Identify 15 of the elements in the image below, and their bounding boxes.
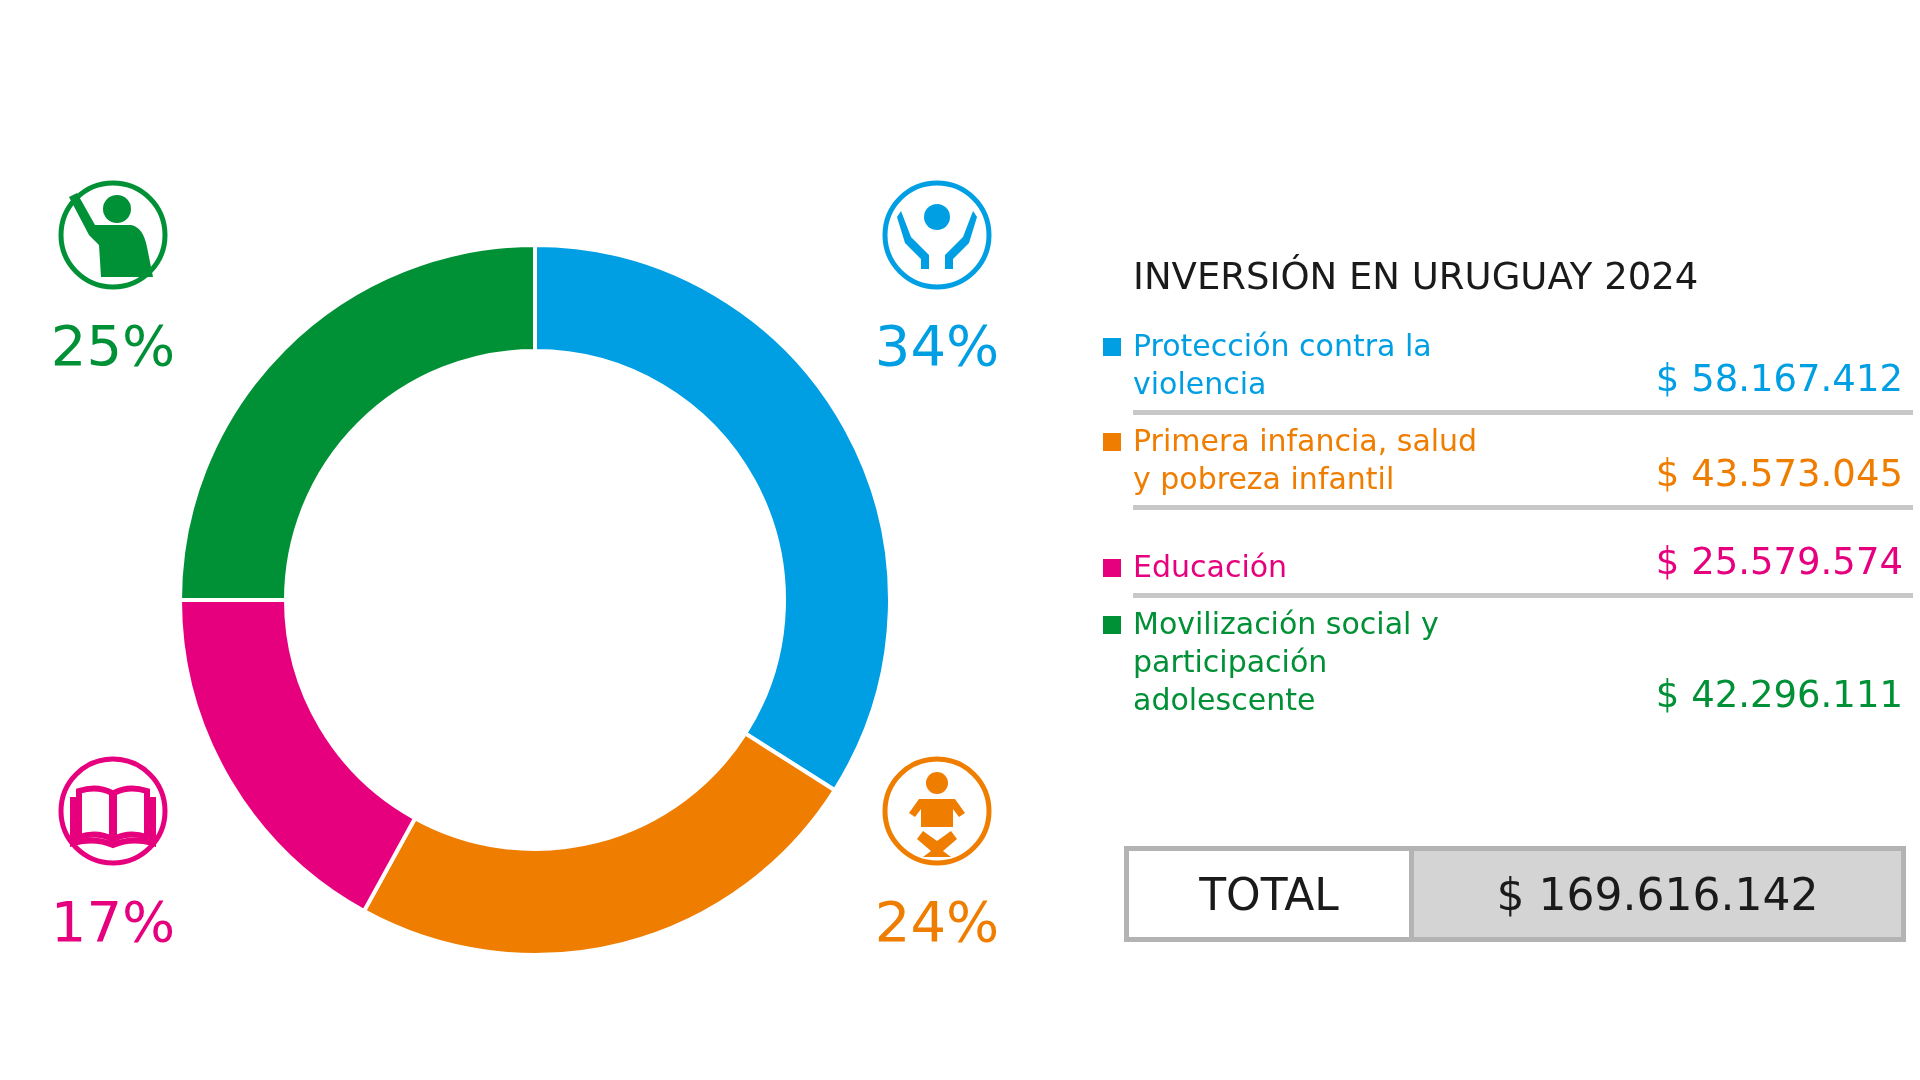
data-label: 24%: [874, 888, 1000, 954]
legend-label: Movilización social y participación adolescente: [1133, 606, 1439, 717]
text: $ 25.579.574: [1655, 540, 1904, 583]
legend-label: Protección contra la violencia: [1133, 328, 1432, 401]
data-label: 25%: [50, 312, 176, 378]
legend-label: Primera infancia, salud y pobreza infantil: [1133, 423, 1478, 496]
text: TOTAL: [1129, 851, 1414, 937]
text: $ 169.616.142: [1414, 851, 1901, 937]
data-label: 34%: [874, 312, 1000, 378]
text: $ 42.296.111: [1655, 673, 1904, 716]
text: $ 58.167.412: [1655, 357, 1904, 400]
data-label: 17%: [50, 888, 176, 954]
chart-title: INVERSIÓN EN URUGUAY 2024: [1133, 255, 1700, 298]
text: $ 43.573.045: [1655, 452, 1904, 495]
legend-label: Educación: [1133, 549, 1288, 584]
